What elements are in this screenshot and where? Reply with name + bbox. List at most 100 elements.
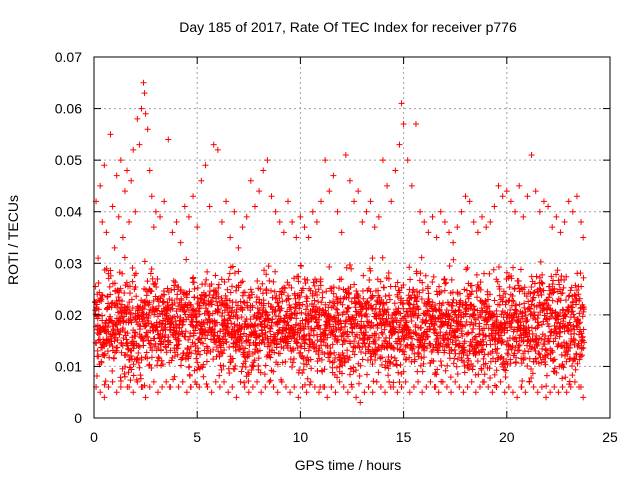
data-point — [127, 377, 134, 384]
data-point — [146, 167, 153, 174]
data-point — [578, 283, 585, 290]
data-point — [187, 343, 194, 350]
data-point — [536, 285, 543, 292]
data-point — [454, 224, 461, 231]
data-point — [511, 350, 518, 357]
data-point — [411, 356, 418, 363]
data-point — [178, 297, 185, 304]
data-point — [195, 348, 202, 355]
data-point — [229, 304, 236, 311]
data-point — [302, 320, 309, 327]
data-point — [203, 358, 210, 365]
data-point — [316, 355, 323, 362]
y-tick-label: 0.04 — [55, 204, 82, 220]
data-point — [209, 310, 216, 317]
data-point — [383, 299, 390, 306]
data-point — [154, 307, 161, 314]
data-point — [301, 224, 308, 231]
data-point — [398, 295, 405, 302]
data-point — [525, 298, 532, 305]
data-point — [215, 284, 222, 291]
data-point — [545, 294, 552, 301]
data-point — [369, 306, 376, 313]
data-point — [439, 299, 446, 306]
data-point — [192, 327, 199, 334]
data-point — [542, 346, 549, 353]
data-point — [360, 337, 367, 344]
data-point — [352, 316, 359, 323]
data-point — [163, 349, 170, 356]
data-point — [165, 136, 172, 143]
data-point — [306, 335, 313, 342]
data-point — [196, 311, 203, 318]
data-point — [204, 332, 211, 339]
data-point — [549, 310, 556, 317]
data-point — [396, 378, 403, 385]
data-point — [438, 362, 445, 369]
data-point — [569, 308, 576, 315]
data-point — [248, 291, 255, 298]
data-point — [327, 351, 334, 358]
data-point — [266, 378, 273, 385]
y-tick-label: 0.02 — [55, 307, 82, 323]
data-point — [355, 188, 362, 195]
data-point — [279, 298, 286, 305]
data-point — [531, 280, 538, 287]
data-point — [223, 302, 230, 309]
data-point — [197, 295, 204, 302]
data-point — [146, 309, 153, 316]
data-point — [357, 349, 364, 356]
data-point — [334, 208, 341, 215]
data-point — [313, 304, 320, 311]
data-point — [97, 389, 104, 396]
data-point — [406, 389, 413, 396]
data-point — [408, 358, 415, 365]
data-point — [507, 307, 514, 314]
data-point — [450, 317, 457, 324]
data-point — [425, 290, 432, 297]
data-point — [454, 289, 461, 296]
data-point — [528, 284, 535, 291]
data-point — [373, 378, 380, 385]
data-point — [105, 384, 112, 391]
data-point — [175, 384, 182, 391]
data-point — [277, 350, 284, 357]
data-point — [536, 351, 543, 358]
data-point — [481, 270, 488, 277]
data-point — [276, 295, 283, 302]
data-point — [138, 356, 145, 363]
data-point — [486, 291, 493, 298]
data-point — [147, 270, 154, 277]
data-point — [485, 351, 492, 358]
data-point — [285, 322, 292, 329]
data-point — [367, 288, 374, 295]
y-tick-labels: 0 0.01 0.02 0.03 0.04 0.05 0.06 0.07 — [55, 49, 82, 426]
data-point — [159, 361, 166, 368]
data-point — [551, 356, 558, 363]
data-point — [457, 290, 464, 297]
data-point — [462, 193, 469, 200]
data-point — [432, 302, 439, 309]
data-point — [167, 384, 174, 391]
data-point — [377, 384, 384, 391]
data-point — [404, 157, 411, 164]
data-point — [218, 295, 225, 302]
data-point — [344, 353, 351, 360]
data-point — [168, 287, 175, 294]
data-point — [559, 375, 566, 382]
y-tick-label: 0.06 — [55, 101, 82, 117]
data-point — [367, 267, 374, 274]
data-point — [291, 331, 298, 338]
data-point — [516, 347, 523, 354]
data-point — [530, 294, 537, 301]
data-point — [327, 344, 334, 351]
data-point — [521, 355, 528, 362]
data-point — [394, 279, 401, 286]
y-axis-label: ROTI / TECUs — [5, 195, 21, 285]
data-point — [218, 366, 225, 373]
data-point — [507, 360, 514, 367]
data-point — [418, 355, 425, 362]
data-point — [143, 292, 150, 299]
data-point — [559, 384, 566, 391]
data-point — [516, 182, 523, 189]
